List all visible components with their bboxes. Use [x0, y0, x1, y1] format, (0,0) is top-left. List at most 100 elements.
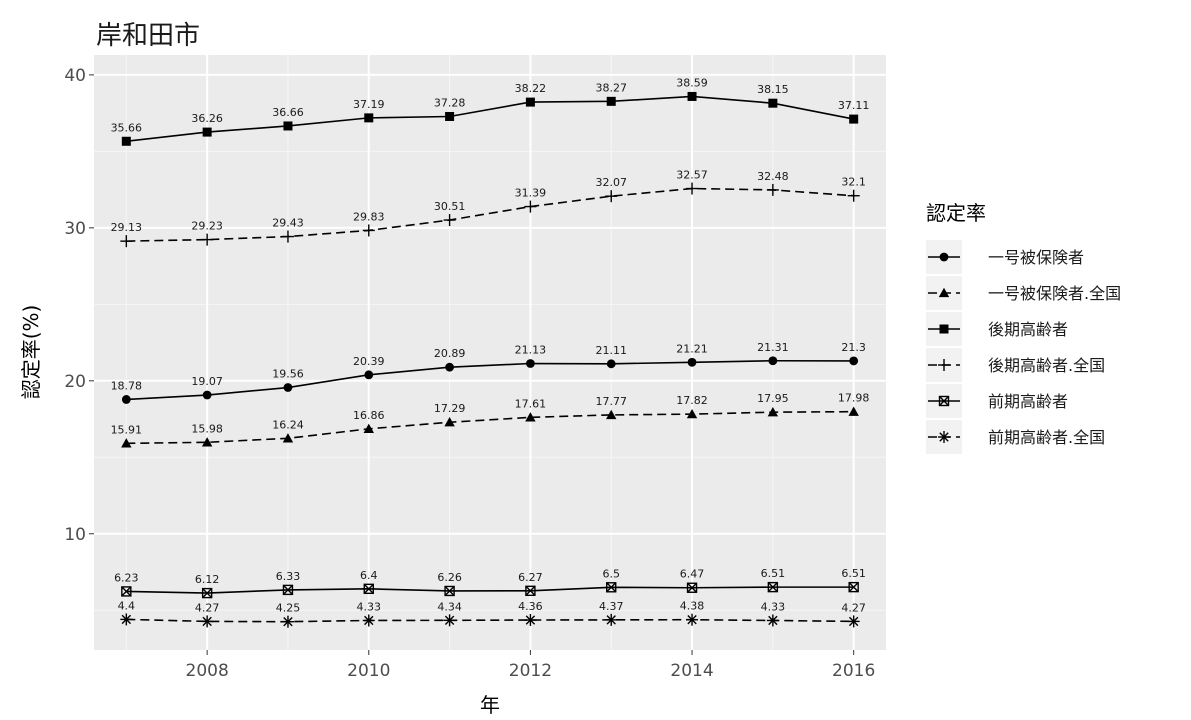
plot-panel: [94, 55, 886, 650]
data-label: 17.82: [676, 394, 708, 407]
data-point: [362, 614, 375, 627]
data-point: [606, 96, 616, 106]
legend-key-marker: [939, 252, 949, 262]
legend-item: 前期高齢者: [926, 384, 1068, 418]
x-tick-label: 2012: [509, 661, 552, 681]
data-label: 4.36: [518, 600, 543, 613]
data-label: 20.89: [434, 347, 466, 360]
data-label: 29.43: [272, 217, 304, 230]
x-axis: 2008 2010 2012 2014 2016: [186, 650, 875, 681]
data-label: 21.3: [841, 341, 866, 354]
series--: 29.13 29.23 29.43 29.83 30.51 31.39 32.07 32.57…: [111, 169, 866, 248]
data-point: [121, 586, 132, 597]
data-label: 37.28: [434, 96, 466, 109]
data-label: 4.33: [761, 600, 786, 613]
y-axis-title: 認定率(%): [19, 305, 43, 400]
data-point: [282, 584, 294, 596]
data-point: [201, 437, 213, 447]
data-label: 17.61: [515, 397, 547, 410]
data-label: 21.31: [757, 341, 789, 354]
data-label: 6.33: [276, 570, 301, 583]
data-label: 4.34: [437, 600, 462, 613]
series-layer: 18.78 19.07 19.56 20.39 20.89 21.13 21.11 21.21…: [111, 76, 869, 628]
series-line: [126, 410, 854, 445]
grid-minor: [94, 55, 886, 650]
data-label: 17.95: [757, 392, 789, 405]
series--: 6.23 6.12 6.33 6.4 6.26 6.27 6.5 6.47 6.51 6.51: [114, 567, 866, 599]
series--: 15.91 15.98 16.24 16.86 17.29 17.61 17.77 17.82…: [111, 392, 869, 448]
data-point: [121, 395, 131, 404]
legend-label: 前期高齢者.全国: [988, 428, 1105, 447]
data-point: [201, 615, 214, 628]
data-label: 38.15: [757, 83, 789, 96]
series-line: [126, 586, 854, 594]
data-point: [363, 583, 374, 595]
data-point: [847, 615, 860, 628]
data-point: [525, 412, 536, 422]
y-axis: 10 20 30 40: [64, 66, 94, 545]
legend-title: 認定率: [926, 201, 986, 225]
y-tick-label: 20: [64, 372, 86, 392]
data-label: 19.56: [272, 368, 304, 381]
legend-key-marker: [939, 324, 949, 334]
data-point: [445, 111, 455, 121]
legend-key-marker: [938, 431, 950, 443]
data-label: 4.37: [599, 600, 624, 613]
data-label: 6.47: [680, 568, 705, 581]
data-label: 6.12: [195, 573, 220, 586]
data-label: 32.57: [676, 169, 708, 182]
data-label: 4.33: [357, 600, 382, 613]
data-label: 38.59: [676, 76, 708, 89]
series--: 18.78 19.07 19.56 20.39 20.89 21.13 21.11 21.21…: [111, 341, 866, 404]
data-label: 16.86: [353, 409, 385, 422]
data-label: 4.4: [118, 599, 136, 612]
x-tick-label: 2014: [670, 661, 713, 681]
data-point: [201, 233, 214, 246]
data-label: 36.66: [272, 106, 304, 119]
data-point: [767, 406, 779, 417]
data-point: [364, 370, 374, 380]
data-label: 4.38: [680, 600, 705, 613]
data-point: [606, 582, 617, 593]
data-label: 32.1: [841, 176, 866, 189]
y-tick-label: 40: [64, 66, 86, 86]
data-point: [444, 417, 455, 427]
x-tick-label: 2016: [832, 661, 875, 681]
data-point: [606, 359, 616, 369]
data-point: [364, 113, 374, 123]
data-point: [606, 409, 617, 420]
data-point: [201, 587, 213, 599]
chart-title: 岸和田市: [96, 21, 200, 51]
legend-key-marker: [938, 287, 950, 298]
data-point: [768, 98, 778, 108]
data-label: 6.23: [114, 571, 139, 584]
data-label: 17.77: [595, 395, 627, 408]
legend-label: 後期高齢者.全国: [988, 356, 1105, 375]
legend-item: 前期高齢者.全国: [926, 420, 1105, 454]
x-tick-label: 2010: [347, 661, 390, 681]
data-label: 15.91: [111, 423, 143, 436]
data-point: [120, 235, 133, 248]
data-point: [766, 614, 779, 627]
data-point: [686, 582, 698, 593]
data-label: 21.11: [595, 344, 627, 357]
data-point: [524, 614, 537, 627]
legend-key-marker: [938, 359, 950, 371]
data-point: [445, 362, 454, 372]
data-point: [363, 423, 374, 433]
data-label: 6.51: [841, 567, 866, 580]
data-label: 21.21: [676, 342, 708, 355]
data-label: 6.51: [761, 567, 786, 580]
data-label: 29.13: [111, 221, 143, 234]
data-point: [526, 359, 535, 368]
data-label: 6.5: [602, 567, 620, 580]
series--: 35.66 36.26 36.66 37.19 37.28 38.22 38.27 38.59…: [111, 76, 869, 146]
data-point: [525, 585, 536, 597]
data-point: [121, 136, 131, 146]
data-label: 29.23: [191, 220, 223, 233]
data-point: [525, 97, 535, 107]
data-label: 4.25: [276, 602, 301, 615]
x-tick-label: 2008: [186, 661, 229, 681]
data-label: 17.29: [434, 402, 466, 415]
series-line: [126, 187, 854, 242]
